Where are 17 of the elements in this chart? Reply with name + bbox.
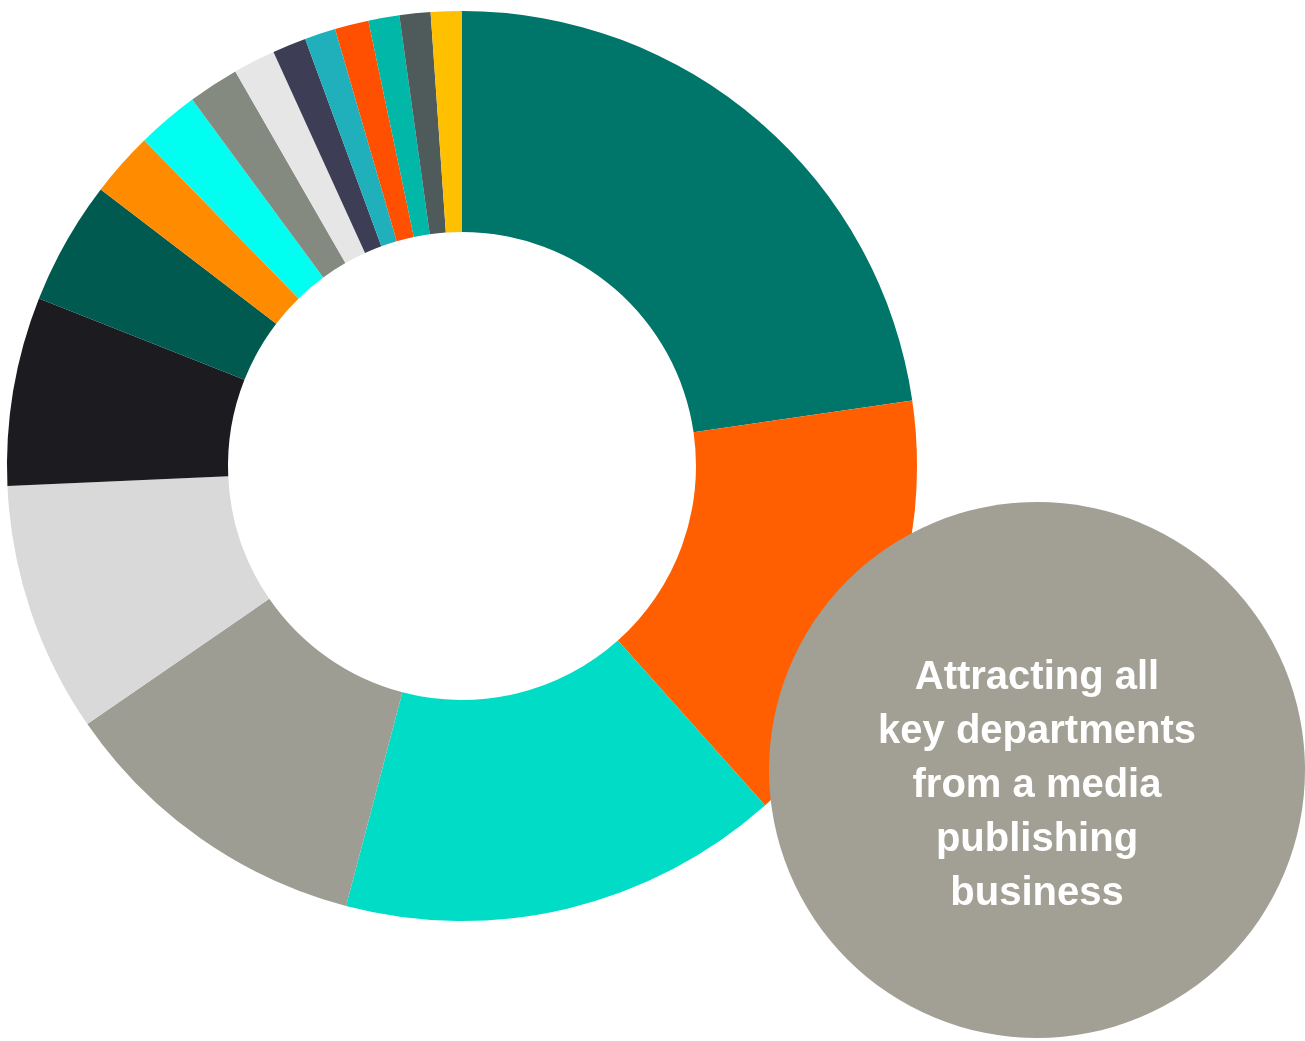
donut-slice	[399, 12, 446, 235]
donut-slice	[192, 71, 346, 278]
donut-slice	[462, 11, 913, 433]
donut-slice	[144, 99, 324, 299]
donut-slice	[87, 598, 403, 906]
donut-slice	[38, 189, 277, 380]
donut-slice	[346, 640, 766, 921]
donut-slice	[273, 38, 382, 254]
text: Attracting all key departments from a media publishing business	[878, 653, 1196, 913]
donut-slice	[7, 298, 245, 487]
donut-slice	[235, 51, 366, 264]
donut-slice	[100, 140, 299, 324]
donut-slice	[335, 20, 414, 242]
donut-slice	[368, 15, 430, 238]
donut-slice	[430, 11, 462, 233]
donut-slice	[7, 476, 270, 725]
donut-slice	[305, 29, 397, 247]
